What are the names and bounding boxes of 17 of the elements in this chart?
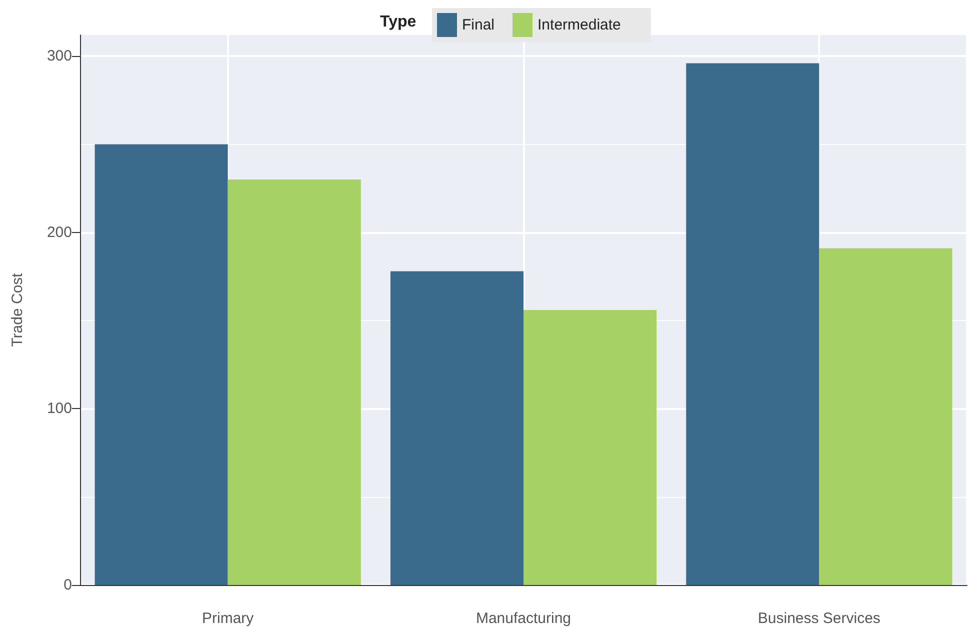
bar <box>94 144 228 585</box>
x-tick-label: Manufacturing <box>476 610 572 627</box>
y-tick-label: 200 <box>46 224 72 241</box>
bar <box>524 310 657 585</box>
y-tick-label: 0 <box>64 576 72 594</box>
y-tick-label: 300 <box>46 48 72 65</box>
bar <box>686 63 820 585</box>
legend-title: Type <box>380 14 416 30</box>
legend-label: Final <box>462 16 495 34</box>
bar <box>390 271 524 585</box>
bar <box>228 180 361 585</box>
bar <box>819 248 952 585</box>
y-axis-title: Trade Cost <box>9 272 26 347</box>
x-tick-label: Primary <box>202 610 254 627</box>
x-tick-label: Business Services <box>758 610 880 627</box>
y-tick-label: 100 <box>46 400 72 418</box>
legend-label: Intermediate <box>538 16 621 34</box>
